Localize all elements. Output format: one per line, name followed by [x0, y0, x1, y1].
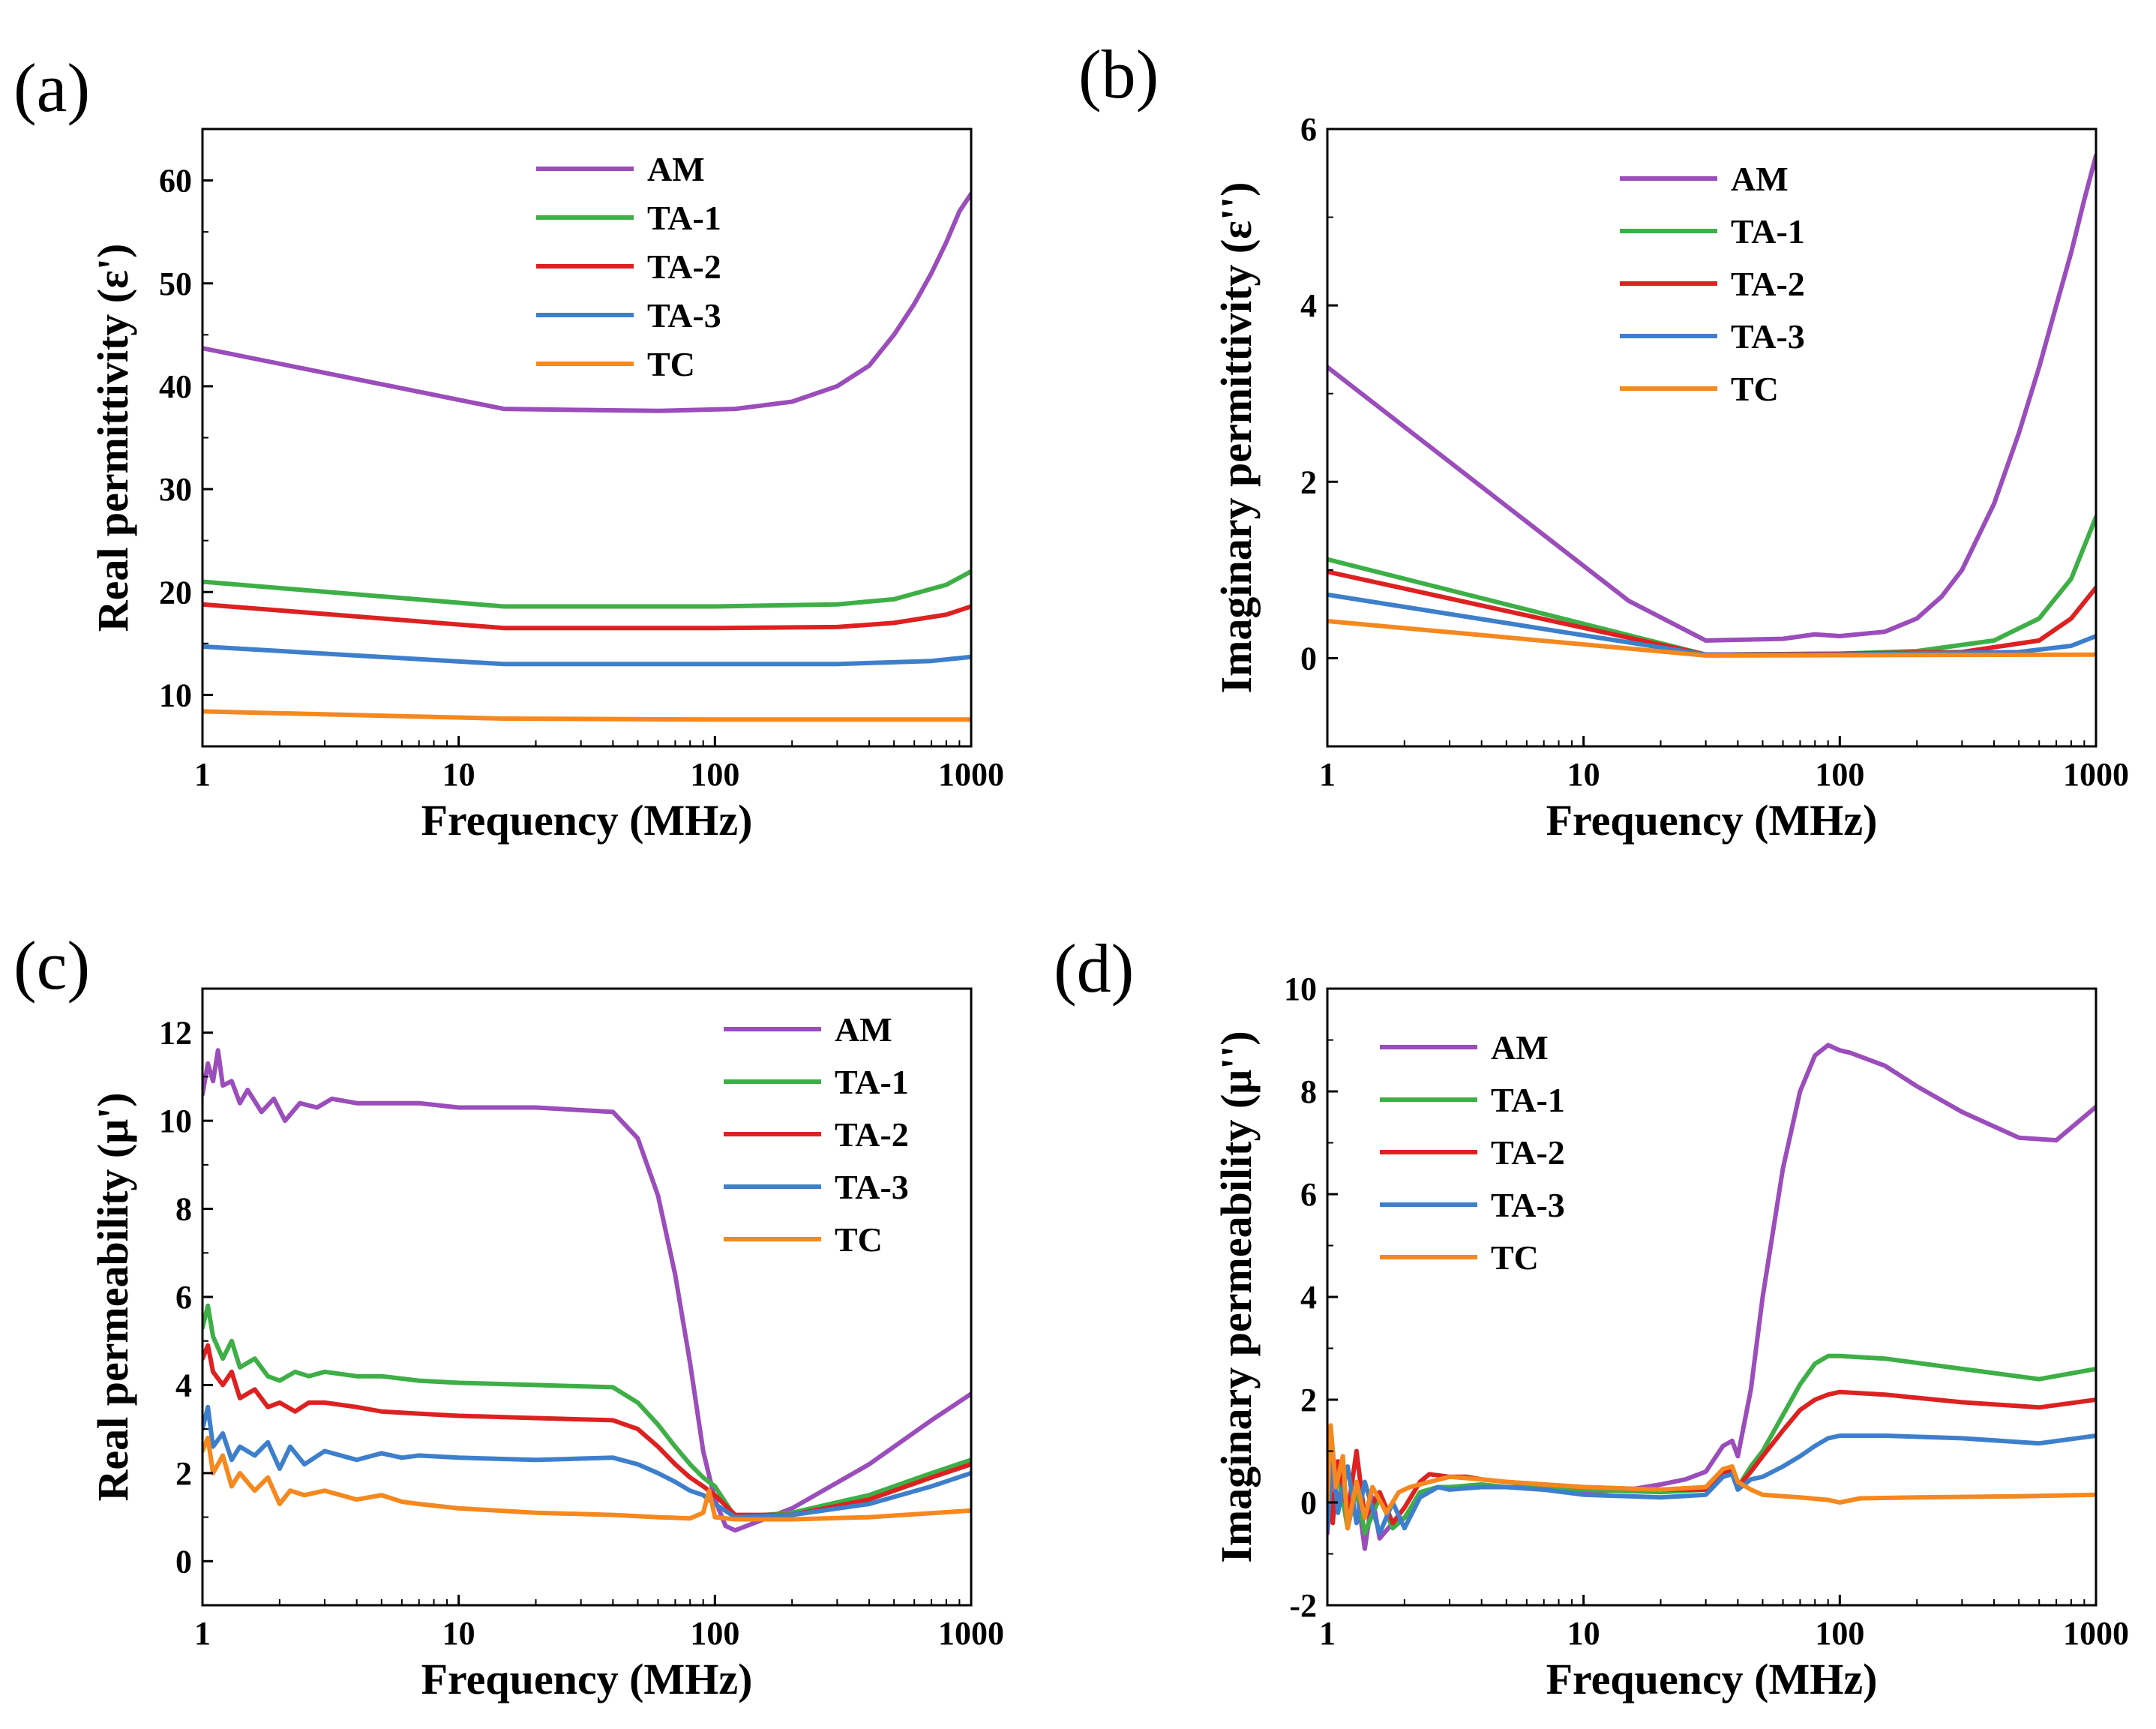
legend-label: TA-2 [1731, 265, 1805, 303]
x-tick-label: 1 [1319, 756, 1336, 793]
series-line [202, 1048, 971, 1533]
x-tick-label: 100 [690, 1615, 739, 1652]
y-tick-label: 6 [175, 1279, 192, 1316]
series-line [1327, 1389, 2096, 1526]
y-tick-label: 40 [159, 368, 192, 405]
y-tick-label: 50 [159, 266, 192, 302]
y-tick-label: 60 [159, 163, 192, 200]
y-tick-label: 4 [175, 1367, 192, 1403]
panel-label: (b) [1078, 36, 1159, 113]
x-tick-label: 100 [1815, 756, 1864, 793]
series-line [1327, 619, 2096, 658]
x-tick-label: 100 [1815, 1615, 1864, 1652]
y-tick-label: 2 [1300, 464, 1317, 500]
y-axis-label: Real permittivity (ε') [88, 244, 137, 632]
y-tick-label: 0 [175, 1543, 192, 1580]
axes-frame [1326, 128, 2098, 748]
series-line [1327, 515, 2096, 657]
panel-label: (c) [13, 927, 90, 1004]
y-axis-label: Real permeability (μ') [88, 1092, 137, 1501]
y-tick-label: 10 [1284, 971, 1317, 1007]
x-axis-label: Frequency (MHz) [1546, 796, 1878, 845]
chart-panel: (b) 1 10 100 1000 0 2 4 6 Frequency (MHz) Imaginar… [1078, 36, 2129, 845]
y-tick-label: 0 [1300, 1484, 1317, 1521]
series-line [1327, 1353, 2096, 1536]
x-tick-label: 100 [690, 756, 739, 793]
x-axis-label: Frequency (MHz) [421, 1655, 753, 1703]
y-tick-label: 20 [159, 574, 192, 611]
series-line [202, 1343, 971, 1517]
series-line [202, 644, 971, 667]
chart-panel: (c) 1 10 100 1000 0 2 4 6 8 10 12 Frequency (MHz) Rea… [13, 927, 1004, 1703]
series-line [202, 1435, 971, 1522]
series-line [1327, 153, 2096, 643]
legend-label: TA-3 [1491, 1186, 1565, 1224]
y-tick-label: 10 [159, 1103, 192, 1139]
legend-label: AM [1491, 1028, 1549, 1067]
y-tick-label: 6 [1300, 1176, 1317, 1213]
series-line [202, 191, 971, 413]
legend-label: TC [1731, 370, 1779, 408]
series-line [1327, 1043, 2096, 1551]
legend-label: AM [1731, 160, 1789, 198]
panel-label: (d) [1054, 930, 1134, 1007]
legend-label: TA-2 [835, 1115, 909, 1154]
x-tick-label: 1 [1319, 1615, 1336, 1652]
legend-label: TA-1 [835, 1063, 909, 1101]
legend-label: TA-1 [1491, 1081, 1565, 1119]
series-line [1327, 1433, 2096, 1536]
y-tick-label: 12 [159, 1015, 192, 1052]
legend-label: TC [647, 345, 695, 383]
x-tick-label: 1000 [2063, 756, 2129, 793]
y-tick-label: 6 [1300, 111, 1317, 148]
legend-label: TC [835, 1220, 883, 1259]
axes-frame [1326, 987, 2098, 1607]
y-tick-label: -2 [1289, 1587, 1317, 1624]
x-axis-label: Frequency (MHz) [1546, 1655, 1878, 1703]
legend-label: AM [647, 150, 705, 188]
series-line [202, 709, 971, 722]
y-axis-label: Imaginary permeability (μ'') [1212, 1031, 1261, 1562]
x-tick-label: 1000 [938, 1615, 1004, 1652]
x-axis-label: Frequency (MHz) [421, 796, 753, 845]
series-line [202, 602, 971, 631]
x-tick-label: 10 [442, 1615, 475, 1652]
series-line [1327, 592, 2096, 657]
legend-label: TA-1 [647, 199, 721, 237]
y-tick-label: 30 [159, 471, 192, 508]
chart-panel: (a) 1 10 100 1000 10 20 30 40 50 60 Frequency (MHz)… [13, 50, 1004, 845]
y-tick-label: 4 [1300, 287, 1317, 324]
legend-label: TC [1491, 1238, 1539, 1277]
series-line [202, 569, 971, 609]
y-tick-label: 2 [1300, 1382, 1317, 1418]
legend-label: AM [835, 1010, 892, 1049]
legend-label: TA-3 [1731, 317, 1805, 356]
x-tick-label: 10 [1567, 1615, 1600, 1652]
y-tick-label: 8 [175, 1191, 192, 1228]
x-tick-label: 10 [442, 756, 475, 793]
legend-label: TA-2 [647, 248, 721, 286]
legend-label: TA-2 [1491, 1133, 1565, 1172]
panel-label: (a) [13, 50, 90, 126]
y-tick-label: 2 [175, 1455, 192, 1492]
legend-label: TA-3 [647, 296, 721, 335]
x-tick-label: 1 [194, 1615, 211, 1652]
series-line [1327, 1423, 2096, 1531]
legend-label: TA-3 [835, 1168, 909, 1206]
y-axis-label: Imaginary permittivity (ε'') [1212, 182, 1261, 694]
x-tick-label: 1000 [2063, 1615, 2129, 1652]
y-tick-label: 8 [1300, 1073, 1317, 1110]
y-tick-label: 0 [1300, 640, 1317, 677]
series-line [202, 1404, 971, 1520]
y-tick-label: 10 [159, 677, 192, 713]
x-tick-label: 1 [194, 756, 211, 793]
x-tick-label: 1000 [938, 756, 1004, 793]
legend-label: TA-1 [1731, 212, 1805, 251]
y-tick-label: 4 [1300, 1279, 1317, 1316]
series-line [202, 1303, 971, 1520]
x-tick-label: 10 [1567, 756, 1600, 793]
